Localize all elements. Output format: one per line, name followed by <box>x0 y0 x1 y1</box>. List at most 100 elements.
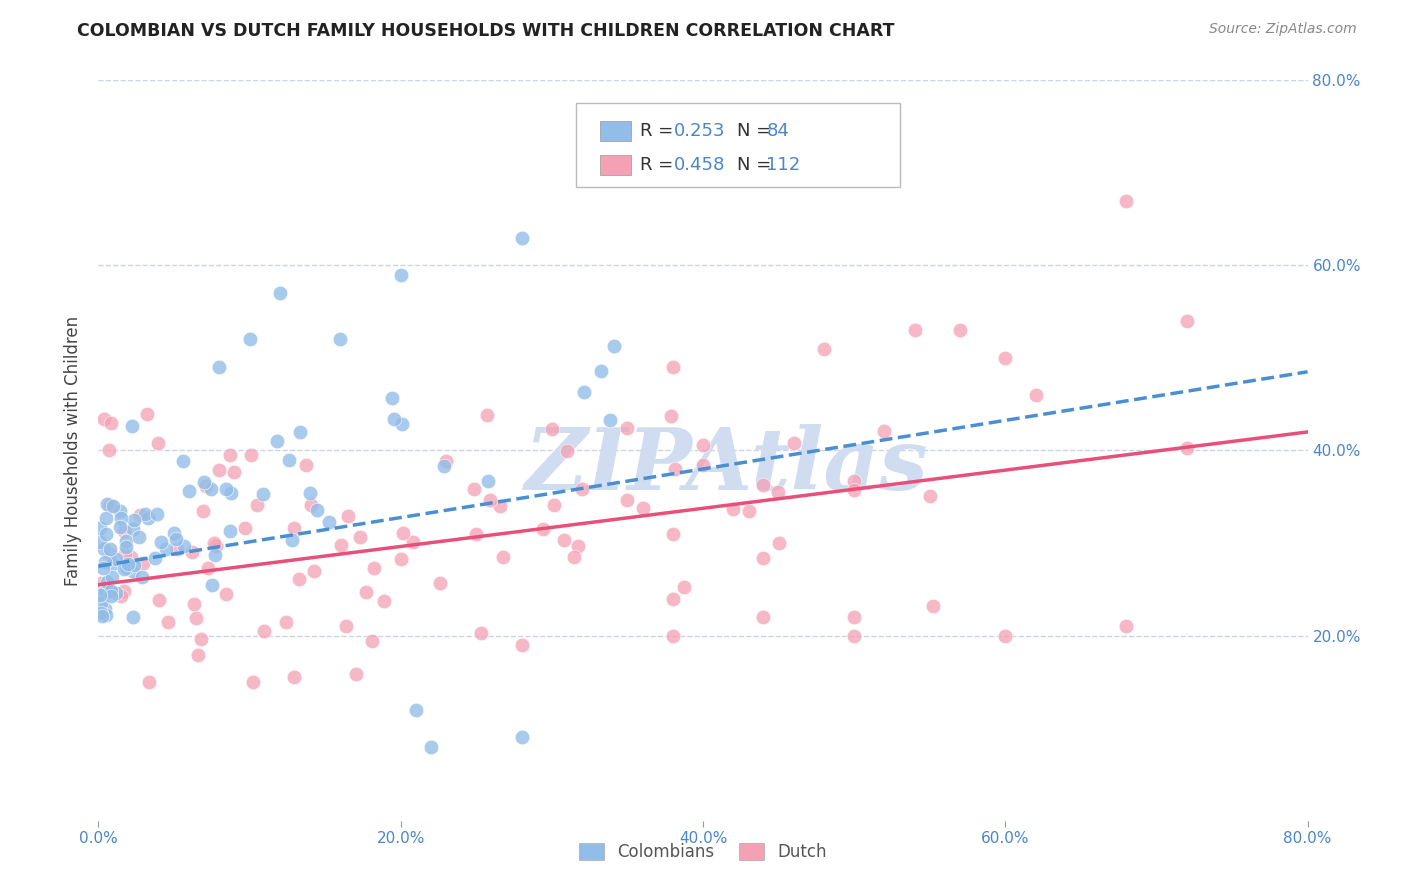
Point <box>132 556 155 570</box>
Point <box>200 482 222 496</box>
Point <box>752 478 775 492</box>
Point <box>276 615 298 630</box>
Point <box>166 542 188 557</box>
Point <box>121 419 143 434</box>
Point <box>89 521 111 535</box>
Point <box>283 521 305 535</box>
Point <box>673 580 696 594</box>
Point <box>242 674 264 689</box>
Point <box>91 561 114 575</box>
Point <box>994 628 1017 642</box>
Point <box>202 536 225 550</box>
Point <box>692 458 714 472</box>
Point <box>187 648 209 662</box>
Point <box>112 584 135 599</box>
Point <box>433 459 456 474</box>
Point <box>121 610 143 624</box>
Point <box>603 338 626 352</box>
Point <box>197 561 219 575</box>
Point <box>112 524 135 538</box>
Point <box>101 557 124 571</box>
Text: R =: R = <box>640 156 679 174</box>
Point <box>477 474 499 488</box>
Point <box>173 539 195 553</box>
Point <box>122 558 145 573</box>
Point <box>692 438 714 452</box>
Point <box>329 332 352 346</box>
Point <box>918 489 941 503</box>
Point <box>108 504 131 518</box>
Point <box>110 589 132 603</box>
Point <box>659 409 682 423</box>
Point <box>661 526 683 541</box>
Point <box>134 508 156 522</box>
Point <box>373 594 395 608</box>
Legend: Colombians, Dutch: Colombians, Dutch <box>572 837 834 868</box>
Point <box>208 360 231 375</box>
Point <box>994 351 1017 365</box>
Point <box>661 360 683 375</box>
Point <box>120 549 142 564</box>
Point <box>253 624 276 638</box>
Point <box>90 575 112 590</box>
Point <box>783 436 806 450</box>
Point <box>156 615 179 630</box>
Point <box>208 463 231 477</box>
Y-axis label: Family Households with Children: Family Households with Children <box>65 316 83 585</box>
Point <box>752 551 775 566</box>
Point <box>89 588 111 602</box>
Point <box>363 561 385 575</box>
Point <box>479 493 502 508</box>
Point <box>181 544 204 558</box>
Point <box>335 619 357 633</box>
Point <box>100 498 122 512</box>
Point <box>391 417 413 431</box>
Point <box>93 541 115 556</box>
Text: ZIPAtlas: ZIPAtlas <box>526 424 929 507</box>
Point <box>246 498 269 512</box>
Point <box>288 425 311 440</box>
Point <box>194 478 217 492</box>
Point <box>143 550 166 565</box>
Point <box>122 513 145 527</box>
Point <box>555 443 578 458</box>
Point <box>94 607 117 622</box>
Point <box>436 454 458 468</box>
Point <box>1024 388 1046 402</box>
Point <box>283 670 305 684</box>
Text: COLOMBIAN VS DUTCH FAMILY HOUSEHOLDS WITH CHILDREN CORRELATION CHART: COLOMBIAN VS DUTCH FAMILY HOUSEHOLDS WIT… <box>77 22 894 40</box>
Point <box>344 667 367 681</box>
Point <box>564 550 586 565</box>
Point <box>101 500 124 514</box>
Point <box>104 552 127 566</box>
Point <box>100 583 122 598</box>
Point <box>96 497 118 511</box>
Point <box>219 524 242 538</box>
Point <box>752 610 775 624</box>
Point <box>219 486 242 500</box>
Point <box>163 526 186 541</box>
Point <box>205 540 228 554</box>
Point <box>128 530 150 544</box>
Point <box>661 591 683 606</box>
Point <box>664 462 686 476</box>
Point <box>429 575 451 590</box>
Point <box>117 557 139 571</box>
Point <box>100 589 122 603</box>
Point <box>1175 314 1198 328</box>
Point <box>721 502 744 516</box>
Point <box>105 586 128 600</box>
Point <box>94 527 117 541</box>
Point <box>148 593 170 607</box>
Point <box>179 483 201 498</box>
Point <box>510 731 533 745</box>
Point <box>844 610 866 624</box>
Point <box>90 607 112 621</box>
Point <box>389 268 412 282</box>
Point <box>354 585 377 599</box>
Point <box>540 422 562 436</box>
Point <box>488 499 510 513</box>
Point <box>510 638 533 652</box>
Point <box>219 448 242 462</box>
Point <box>114 533 136 548</box>
